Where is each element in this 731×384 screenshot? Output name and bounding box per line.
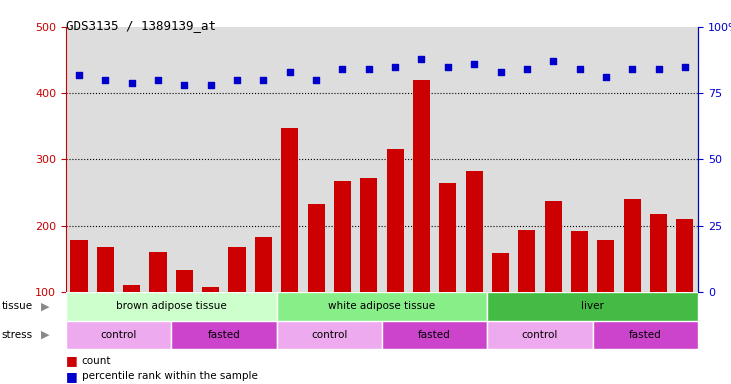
- Point: [495, 69, 507, 75]
- Point: [416, 56, 428, 62]
- Bar: [492, 253, 509, 292]
- Text: GSM184417: GSM184417: [154, 292, 162, 344]
- Text: stress: stress: [1, 330, 33, 340]
- Bar: [545, 201, 561, 292]
- Point: [152, 77, 164, 83]
- Bar: [334, 180, 351, 292]
- Text: GSM184434: GSM184434: [602, 292, 610, 344]
- Point: [600, 74, 612, 80]
- Bar: [175, 270, 193, 292]
- Point: [205, 82, 216, 88]
- Text: GSM184426: GSM184426: [390, 292, 400, 344]
- Text: GSM184429: GSM184429: [469, 292, 479, 344]
- Bar: [123, 285, 140, 292]
- Bar: [518, 230, 535, 292]
- Bar: [255, 237, 272, 292]
- Point: [442, 63, 454, 70]
- Point: [574, 66, 586, 72]
- Point: [178, 82, 190, 88]
- Bar: [676, 219, 694, 292]
- Point: [257, 77, 269, 83]
- Bar: [96, 247, 114, 292]
- Bar: [413, 80, 430, 292]
- Bar: [593, 321, 698, 349]
- Text: ■: ■: [66, 354, 77, 367]
- Text: GSM184419: GSM184419: [206, 292, 215, 344]
- Point: [521, 66, 533, 72]
- Point: [73, 71, 85, 78]
- Text: GSM184427: GSM184427: [417, 292, 426, 344]
- Text: fasted: fasted: [629, 330, 662, 340]
- Bar: [202, 286, 219, 292]
- Text: control: control: [522, 330, 558, 340]
- Bar: [308, 204, 325, 292]
- Bar: [571, 231, 588, 292]
- Point: [336, 66, 348, 72]
- Bar: [171, 321, 276, 349]
- Text: GSM184421: GSM184421: [259, 292, 268, 344]
- Point: [231, 77, 243, 83]
- Bar: [439, 182, 456, 292]
- Text: GSM184416: GSM184416: [127, 292, 136, 344]
- Text: control: control: [100, 330, 137, 340]
- Text: GSM184422: GSM184422: [285, 292, 295, 344]
- Text: ▶: ▶: [41, 330, 50, 340]
- Point: [363, 66, 374, 72]
- Text: GSM184428: GSM184428: [443, 292, 452, 344]
- Text: GSM184423: GSM184423: [311, 292, 321, 344]
- Point: [626, 66, 638, 72]
- Bar: [276, 321, 382, 349]
- Point: [310, 77, 322, 83]
- Text: GSM184415: GSM184415: [101, 292, 110, 344]
- Bar: [382, 321, 488, 349]
- Text: GSM184430: GSM184430: [496, 292, 505, 344]
- Text: GSM184420: GSM184420: [232, 292, 241, 344]
- Bar: [276, 292, 488, 321]
- Point: [126, 79, 137, 86]
- Text: control: control: [311, 330, 347, 340]
- Text: liver: liver: [581, 301, 604, 311]
- Bar: [387, 149, 404, 292]
- Bar: [66, 321, 171, 349]
- Bar: [650, 214, 667, 292]
- Bar: [281, 127, 298, 292]
- Point: [469, 61, 480, 67]
- Point: [679, 63, 691, 70]
- Text: GSM184425: GSM184425: [364, 292, 374, 344]
- Text: fasted: fasted: [208, 330, 240, 340]
- Bar: [466, 171, 482, 292]
- Point: [284, 69, 295, 75]
- Bar: [488, 321, 593, 349]
- Text: white adipose tissue: white adipose tissue: [328, 301, 436, 311]
- Point: [99, 77, 111, 83]
- Point: [653, 66, 664, 72]
- Bar: [149, 252, 167, 292]
- Text: GSM184433: GSM184433: [575, 292, 584, 344]
- Text: ▶: ▶: [41, 301, 50, 311]
- Text: GSM184424: GSM184424: [338, 292, 347, 344]
- Text: GSM184432: GSM184432: [549, 292, 558, 344]
- Bar: [360, 178, 377, 292]
- Bar: [229, 247, 246, 292]
- Text: GSM184418: GSM184418: [180, 292, 189, 344]
- Point: [390, 63, 401, 70]
- Text: GSM184436: GSM184436: [654, 292, 663, 344]
- Text: GSM184414: GSM184414: [75, 292, 83, 344]
- Text: count: count: [82, 356, 111, 366]
- Bar: [70, 240, 88, 292]
- Text: GDS3135 / 1389139_at: GDS3135 / 1389139_at: [66, 19, 216, 32]
- Text: GSM184431: GSM184431: [523, 292, 531, 344]
- Bar: [624, 199, 641, 292]
- Text: brown adipose tissue: brown adipose tissue: [115, 301, 227, 311]
- Text: fasted: fasted: [418, 330, 451, 340]
- Text: ■: ■: [66, 370, 77, 383]
- Text: GSM184437: GSM184437: [681, 292, 689, 344]
- Bar: [597, 240, 615, 292]
- Text: percentile rank within the sample: percentile rank within the sample: [82, 371, 258, 381]
- Bar: [66, 292, 276, 321]
- Text: GSM184435: GSM184435: [628, 292, 637, 344]
- Point: [548, 58, 559, 65]
- Text: tissue: tissue: [1, 301, 33, 311]
- Bar: [488, 292, 698, 321]
